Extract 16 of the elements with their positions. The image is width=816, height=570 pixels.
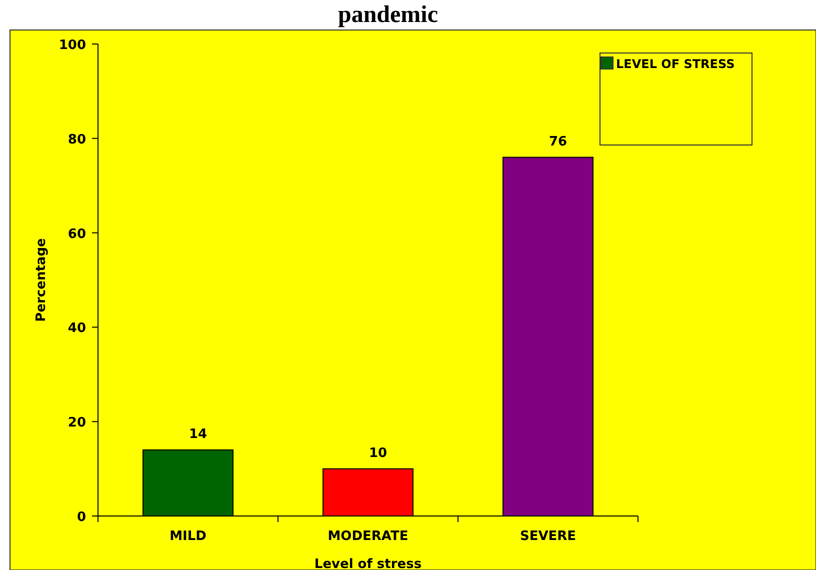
y-tick-label: 80 [68, 132, 86, 148]
y-axis-title: Percentage [34, 238, 49, 322]
x-axis-title: Level of stress [314, 557, 422, 570]
data-label: 14 [188, 426, 208, 442]
y-tick-label: 60 [68, 226, 86, 242]
x-tick-label: SEVERE [520, 529, 576, 544]
legend-label: LEVEL OF STRESS [616, 57, 735, 71]
data-label: 76 [548, 134, 568, 150]
y-tick-label: 20 [68, 416, 86, 431]
y-tick-label: 40 [68, 321, 86, 336]
y-tick-label: 0 [76, 510, 86, 525]
chart-title: pandemic [338, 2, 438, 28]
data-label: 10 [368, 446, 388, 461]
x-tick-label: MODERATE [328, 529, 408, 544]
x-tick-label: MILD [170, 529, 207, 544]
y-tick-label: 100 [58, 38, 86, 53]
